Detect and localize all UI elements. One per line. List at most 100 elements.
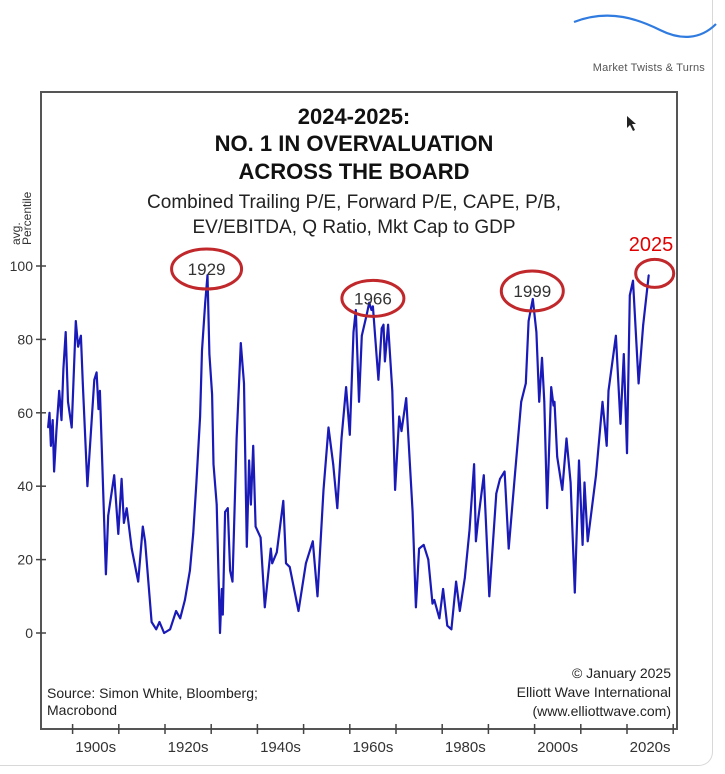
data-point bbox=[67, 400, 69, 403]
brand-name: Market Twists & Turns bbox=[592, 62, 705, 74]
data-point bbox=[158, 621, 161, 623]
data-point bbox=[221, 613, 224, 616]
data-point bbox=[62, 367, 65, 370]
y-tick-label: 100 bbox=[10, 258, 34, 274]
subtitle-line: EV/EBITDA, Q Ratio, Mkt Cap to GDP bbox=[192, 217, 515, 238]
data-point bbox=[288, 566, 291, 568]
data-point bbox=[605, 444, 608, 447]
data-point bbox=[535, 331, 538, 333]
data-point bbox=[414, 606, 417, 609]
data-point bbox=[387, 323, 390, 326]
data-point bbox=[201, 349, 203, 352]
data-point bbox=[615, 334, 617, 337]
x-tick-label: 2020s bbox=[630, 739, 671, 756]
data-point bbox=[473, 463, 475, 466]
data-point bbox=[345, 386, 348, 389]
data-point bbox=[282, 499, 285, 502]
data-point bbox=[384, 360, 386, 363]
data-point bbox=[195, 481, 198, 484]
title-line: 2024-2025: bbox=[298, 104, 411, 129]
data-point bbox=[400, 430, 403, 433]
annotation-label: 1929 bbox=[188, 260, 226, 279]
data-point bbox=[601, 400, 604, 403]
data-point bbox=[340, 437, 343, 440]
data-point bbox=[269, 547, 272, 550]
data-point bbox=[581, 544, 584, 546]
data-point bbox=[348, 433, 351, 436]
y-axis-label: avg. bbox=[9, 222, 23, 245]
data-point bbox=[199, 415, 202, 418]
data-point bbox=[305, 562, 307, 565]
data-point bbox=[433, 599, 436, 601]
x-tick-label: 2000s bbox=[537, 739, 578, 756]
data-point bbox=[442, 588, 445, 590]
data-point bbox=[144, 540, 147, 543]
data-point bbox=[422, 544, 425, 546]
data-point bbox=[538, 400, 541, 403]
data-point bbox=[418, 547, 420, 550]
data-point bbox=[327, 426, 330, 429]
data-point bbox=[450, 628, 453, 631]
data-point bbox=[86, 485, 89, 488]
data-point bbox=[219, 632, 221, 634]
data-point bbox=[647, 274, 650, 277]
data-point bbox=[49, 444, 52, 447]
data-point bbox=[226, 507, 229, 510]
data-point bbox=[391, 389, 394, 392]
data-point bbox=[53, 470, 56, 473]
data-point bbox=[358, 400, 360, 403]
data-point bbox=[637, 382, 640, 385]
y-tick-label: 0 bbox=[25, 625, 33, 641]
data-point bbox=[360, 334, 363, 337]
data-point bbox=[48, 411, 51, 414]
x-tick-label: 1900s bbox=[75, 739, 116, 756]
data-point bbox=[51, 419, 54, 422]
data-point bbox=[263, 606, 266, 609]
data-point bbox=[411, 510, 414, 513]
data-point bbox=[243, 382, 245, 385]
data-point bbox=[98, 389, 101, 392]
data-point bbox=[271, 562, 274, 565]
data-point bbox=[475, 540, 477, 543]
y-tick-label: 80 bbox=[17, 331, 33, 347]
data-point bbox=[107, 514, 110, 517]
data-point bbox=[97, 408, 100, 411]
credit-line: © January 2025 bbox=[572, 665, 671, 681]
data-point bbox=[297, 610, 300, 612]
data-point bbox=[245, 545, 248, 548]
data-point bbox=[239, 342, 242, 344]
data-point bbox=[556, 455, 559, 458]
data-point bbox=[495, 492, 498, 495]
data-point bbox=[58, 389, 61, 392]
data-point bbox=[130, 547, 133, 550]
data-point bbox=[372, 305, 374, 308]
data-point bbox=[77, 345, 80, 348]
source-line: Source: Simon White, Bloomberg; bbox=[47, 685, 258, 701]
data-point bbox=[250, 503, 252, 506]
x-tick-label: 1940s bbox=[260, 739, 301, 756]
data-point bbox=[231, 580, 234, 583]
data-point bbox=[183, 599, 186, 601]
data-point bbox=[382, 323, 385, 326]
data-point bbox=[316, 595, 319, 598]
highlight-label: 2025 bbox=[629, 234, 674, 256]
data-point bbox=[95, 371, 98, 374]
data-point bbox=[370, 309, 373, 311]
data-point bbox=[275, 551, 278, 554]
data-point bbox=[595, 474, 597, 477]
data-point bbox=[514, 470, 517, 473]
data-point bbox=[524, 382, 527, 385]
data-point bbox=[626, 452, 628, 455]
data-point bbox=[507, 547, 510, 550]
data-point bbox=[468, 529, 471, 532]
data-point bbox=[477, 518, 480, 521]
data-point bbox=[438, 617, 441, 620]
data-point bbox=[427, 558, 430, 561]
annotation-label: 1999 bbox=[513, 282, 551, 301]
data-point bbox=[169, 628, 171, 631]
data-point bbox=[368, 301, 371, 304]
data-point bbox=[206, 274, 209, 277]
annotation-circle bbox=[170, 247, 244, 291]
data-point bbox=[220, 588, 223, 590]
data-point bbox=[248, 459, 250, 462]
